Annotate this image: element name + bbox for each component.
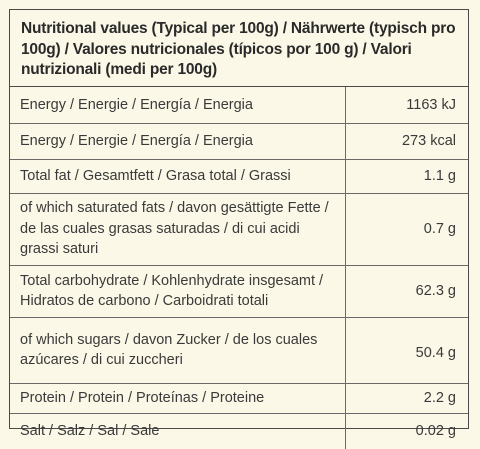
- row-label: Protein / Protein / Proteínas / Proteine: [10, 383, 346, 414]
- row-value: 50.4 g: [345, 317, 468, 384]
- row-label: of which saturated fats / davon gesättig…: [10, 193, 346, 266]
- row-value: 1163 kJ: [345, 87, 468, 124]
- table-row-energy-kj: Energy / Energie / Energía / Energia 116…: [10, 87, 468, 124]
- row-label: Total carbohydrate / Kohlenhydrate insge…: [10, 265, 346, 318]
- row-label: of which sugars / davon Zucker / de los …: [10, 317, 346, 384]
- row-value: 2.2 g: [345, 383, 468, 414]
- row-value: 1.1 g: [345, 159, 468, 194]
- table-row-saturated-fat: of which saturated fats / davon gesättig…: [10, 193, 468, 266]
- row-label: Salt / Salz / Sal / Sale: [10, 413, 346, 449]
- row-value: 62.3 g: [345, 265, 468, 318]
- row-value: 273 kcal: [345, 123, 468, 160]
- row-value: 0.7 g: [345, 193, 468, 266]
- row-value: 0.02 g: [415, 423, 456, 439]
- table-row-protein: Protein / Protein / Proteínas / Proteine…: [10, 383, 468, 414]
- nutrition-table: Energy / Energie / Energía / Energia 116…: [10, 87, 468, 449]
- nutrition-facts-panel: Nutritional values (Typical per 100g) / …: [9, 9, 469, 449]
- table-row-sugars: of which sugars / davon Zucker / de los …: [10, 317, 468, 384]
- row-label: Energy / Energie / Energía / Energia: [10, 123, 346, 160]
- table-row-total-fat: Total fat / Gesamtfett / Grasa total / G…: [10, 159, 468, 194]
- table-row-total-carbohydrate: Total carbohydrate / Kohlenhydrate insge…: [10, 265, 468, 318]
- table-row-salt: Salt / Salz / Sal / Sale 0.02 g: [10, 413, 468, 449]
- table-row-energy-kcal: Energy / Energie / Energía / Energia 273…: [10, 123, 468, 160]
- nutrition-table-title: Nutritional values (Typical per 100g) / …: [10, 10, 468, 87]
- row-label: Total fat / Gesamtfett / Grasa total / G…: [10, 159, 346, 194]
- row-label: Energy / Energie / Energía / Energia: [10, 87, 346, 124]
